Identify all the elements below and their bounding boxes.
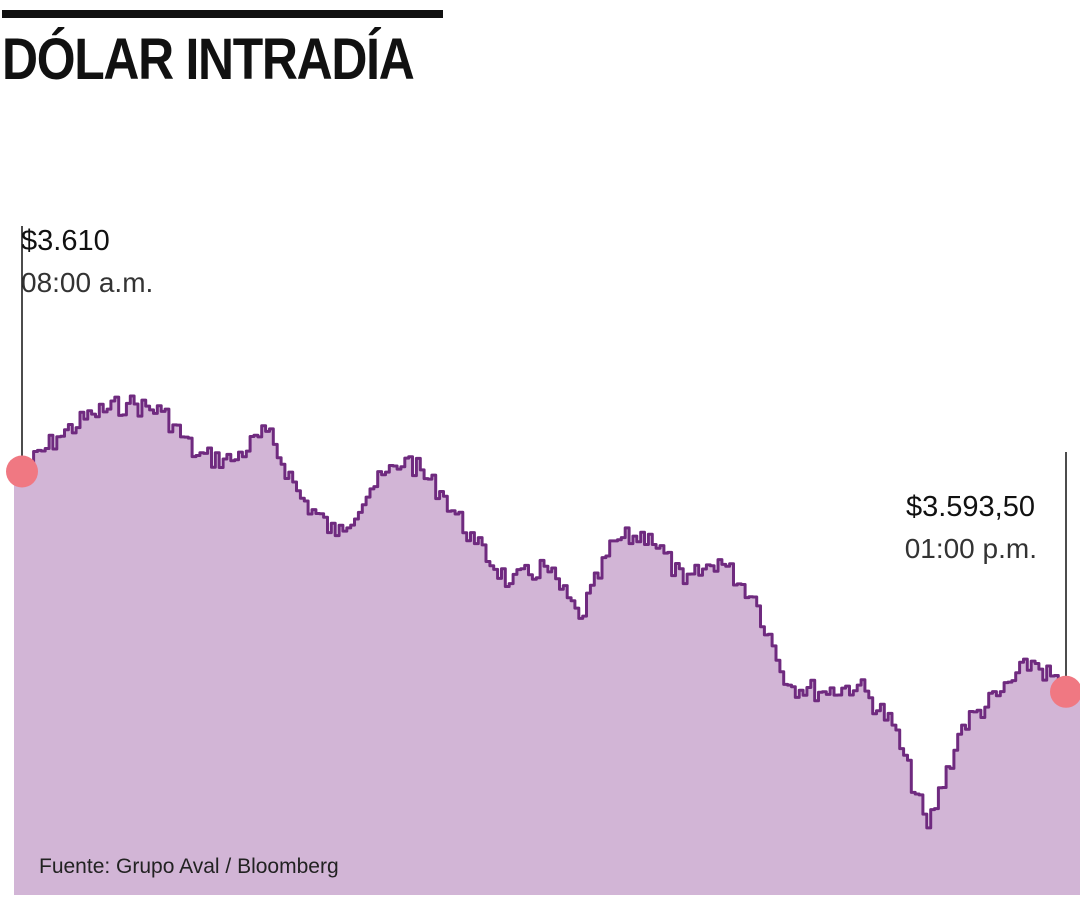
title-top-rule [2, 10, 443, 18]
source-note: Fuente: Grupo Aval / Bloomberg [39, 855, 339, 878]
start-price-label: $3.610 [21, 225, 110, 257]
end-price-label: $3.593,50 [905, 491, 1035, 523]
end-price-marker [1050, 675, 1080, 708]
price-line [22, 394, 1068, 830]
price-area-fill [14, 396, 1080, 895]
start-price-marker [6, 455, 38, 488]
end-time-label: 01:00 p.m. [904, 533, 1037, 564]
chart-title: DÓLAR INTRADÍA [2, 27, 415, 92]
start-time-label: 08:00 a.m. [21, 267, 154, 298]
